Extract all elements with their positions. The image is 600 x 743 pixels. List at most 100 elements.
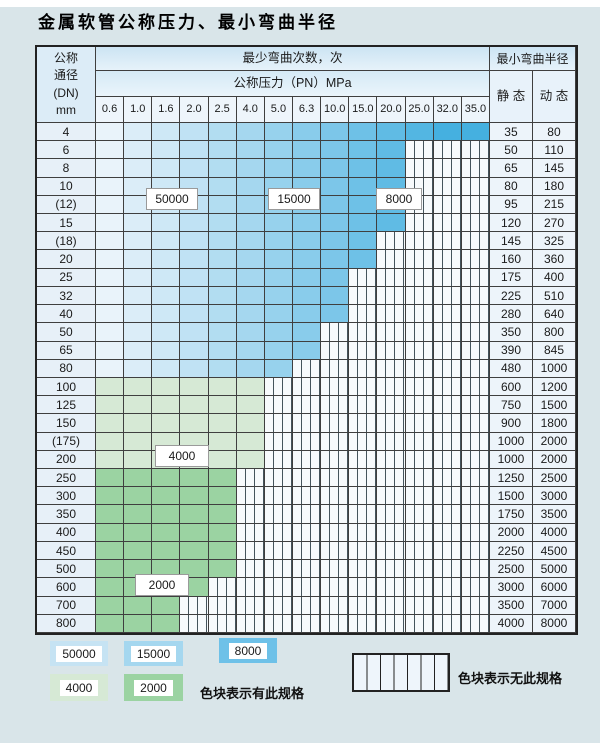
static-radius-cell: 3000 bbox=[490, 578, 533, 596]
dn-header-line: 通径 bbox=[54, 67, 78, 84]
spec-cell bbox=[180, 250, 208, 268]
spec-cell bbox=[152, 524, 180, 542]
spec-cell bbox=[152, 360, 180, 378]
pressure-value-header: 25.0 bbox=[406, 97, 434, 123]
no-spec-cell bbox=[462, 232, 490, 250]
spec-cell bbox=[293, 214, 321, 232]
no-spec-cell bbox=[434, 469, 462, 487]
no-spec-cell bbox=[462, 396, 490, 414]
no-spec-cell bbox=[406, 159, 434, 177]
no-spec-cell bbox=[377, 360, 405, 378]
spec-cell bbox=[152, 505, 180, 523]
spec-cell bbox=[124, 269, 152, 287]
no-spec-cell bbox=[462, 487, 490, 505]
no-spec-cell bbox=[293, 451, 321, 469]
spec-cell bbox=[349, 178, 377, 196]
spec-cell bbox=[180, 542, 208, 560]
static-radius-cell: 225 bbox=[490, 287, 533, 305]
no-spec-cell bbox=[293, 505, 321, 523]
pressure-value-header: 2.5 bbox=[209, 97, 237, 123]
dynamic-radius-cell: 360 bbox=[533, 250, 576, 268]
spec-cell bbox=[152, 214, 180, 232]
dn-cell: 40 bbox=[37, 305, 96, 323]
spec-cell bbox=[209, 287, 237, 305]
static-radius-cell: 750 bbox=[490, 396, 533, 414]
spec-cell bbox=[237, 433, 265, 451]
spec-cell bbox=[265, 214, 293, 232]
no-spec-cell bbox=[462, 597, 490, 615]
spec-cell bbox=[209, 560, 237, 578]
no-spec-cell bbox=[321, 505, 349, 523]
dynamic-radius-cell: 800 bbox=[533, 323, 576, 341]
no-spec-cell bbox=[265, 505, 293, 523]
no-spec-cell bbox=[377, 323, 405, 341]
spec-cell bbox=[265, 159, 293, 177]
spec-cell bbox=[209, 505, 237, 523]
no-spec-cell bbox=[406, 269, 434, 287]
dynamic-radius-cell: 1800 bbox=[533, 414, 576, 432]
pressure-value-header: 0.6 bbox=[96, 97, 124, 123]
spec-cell bbox=[152, 542, 180, 560]
spec-cell bbox=[209, 159, 237, 177]
spec-cell bbox=[462, 123, 490, 141]
no-spec-cell bbox=[293, 560, 321, 578]
static-radius-cell: 35 bbox=[490, 123, 533, 141]
dn-cell: 350 bbox=[37, 505, 96, 523]
dn-cell: 300 bbox=[37, 487, 96, 505]
dn-cell: (175) bbox=[37, 433, 96, 451]
no-spec-cell bbox=[377, 505, 405, 523]
spec-cell bbox=[265, 360, 293, 378]
spec-cell bbox=[96, 505, 124, 523]
dn-cell: 15 bbox=[37, 214, 96, 232]
no-spec-cell bbox=[265, 469, 293, 487]
static-radius-cell: 2250 bbox=[490, 542, 533, 560]
no-spec-cell bbox=[293, 597, 321, 615]
spec-cell bbox=[237, 305, 265, 323]
no-spec-cell bbox=[462, 214, 490, 232]
spec-cell bbox=[265, 269, 293, 287]
no-spec-cell bbox=[293, 414, 321, 432]
spec-cell bbox=[434, 123, 462, 141]
spec-cell bbox=[209, 469, 237, 487]
pressure-value-header: 6.3 bbox=[293, 97, 321, 123]
dynamic-radius-cell: 845 bbox=[533, 342, 576, 360]
no-spec-cell bbox=[434, 269, 462, 287]
spec-cell bbox=[96, 305, 124, 323]
min-radius-header: 最小弯曲半径 bbox=[490, 47, 576, 71]
no-spec-cell bbox=[406, 433, 434, 451]
no-spec-cell bbox=[321, 323, 349, 341]
spec-cell bbox=[321, 214, 349, 232]
spec-cell bbox=[180, 287, 208, 305]
bend-count-region-label: 8000 bbox=[376, 188, 422, 210]
no-spec-cell bbox=[321, 615, 349, 633]
no-spec-cell bbox=[349, 597, 377, 615]
no-spec-cell bbox=[462, 141, 490, 159]
no-spec-cell bbox=[406, 287, 434, 305]
spec-cell bbox=[124, 505, 152, 523]
no-spec-cell bbox=[406, 414, 434, 432]
pressure-value-header: 10.0 bbox=[321, 97, 349, 123]
no-spec-cell bbox=[406, 560, 434, 578]
dynamic-radius-cell: 80 bbox=[533, 123, 576, 141]
spec-cell bbox=[237, 196, 265, 214]
no-spec-cell bbox=[434, 597, 462, 615]
dynamic-radius-cell: 2500 bbox=[533, 469, 576, 487]
dynamic-radius-cell: 2000 bbox=[533, 433, 576, 451]
no-spec-cell bbox=[462, 360, 490, 378]
no-spec-cell bbox=[321, 433, 349, 451]
spec-cell bbox=[406, 123, 434, 141]
spec-cell bbox=[96, 597, 124, 615]
no-spec-cell bbox=[434, 214, 462, 232]
spec-cell bbox=[209, 487, 237, 505]
no-spec-cell bbox=[406, 232, 434, 250]
spec-cell bbox=[124, 342, 152, 360]
dn-cell: 6 bbox=[37, 141, 96, 159]
no-spec-cell bbox=[321, 469, 349, 487]
static-radius-cell: 145 bbox=[490, 232, 533, 250]
spec-cell bbox=[293, 287, 321, 305]
legend-no-spec-text: 色块表示无此规格 bbox=[458, 668, 562, 687]
no-spec-cell bbox=[293, 360, 321, 378]
spec-cell bbox=[209, 433, 237, 451]
spec-cell bbox=[321, 250, 349, 268]
dynamic-radius-cell: 7000 bbox=[533, 597, 576, 615]
